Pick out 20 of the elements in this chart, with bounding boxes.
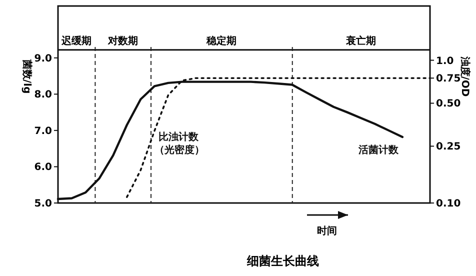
series-label: 活菌计数 xyxy=(357,144,400,156)
annotation: 迟缓期 xyxy=(60,35,92,47)
x-axis-title: 时间 xyxy=(317,225,337,237)
y-tick-label: 6.0 xyxy=(34,162,52,174)
annotation: 对数期 xyxy=(107,35,138,47)
y-tick-label: 9.0 xyxy=(34,53,52,64)
y2-tick-label: 0.10 xyxy=(436,198,461,210)
y2-tick-label: 0.75 xyxy=(436,74,461,85)
y-tick-label: 7.0 xyxy=(34,126,52,137)
annotation: 衰亡期 xyxy=(345,35,376,47)
y-tick-label: 5.0 xyxy=(34,198,52,210)
y-tick-label: 8.0 xyxy=(34,90,52,101)
y2-axis-title: 浊度/OD xyxy=(459,55,471,97)
y-axis-title: 菌数/lg xyxy=(21,58,33,94)
y2-tick-label: 0.50 xyxy=(436,98,461,110)
y2-tick-label: 1.0 xyxy=(436,56,454,67)
y2-tick-label: 0.25 xyxy=(436,142,461,153)
annotation: 稳定期 xyxy=(206,35,237,47)
series-label: 比浊计数（光密度） xyxy=(154,131,205,156)
text: 细菌生长曲线 xyxy=(246,254,319,268)
